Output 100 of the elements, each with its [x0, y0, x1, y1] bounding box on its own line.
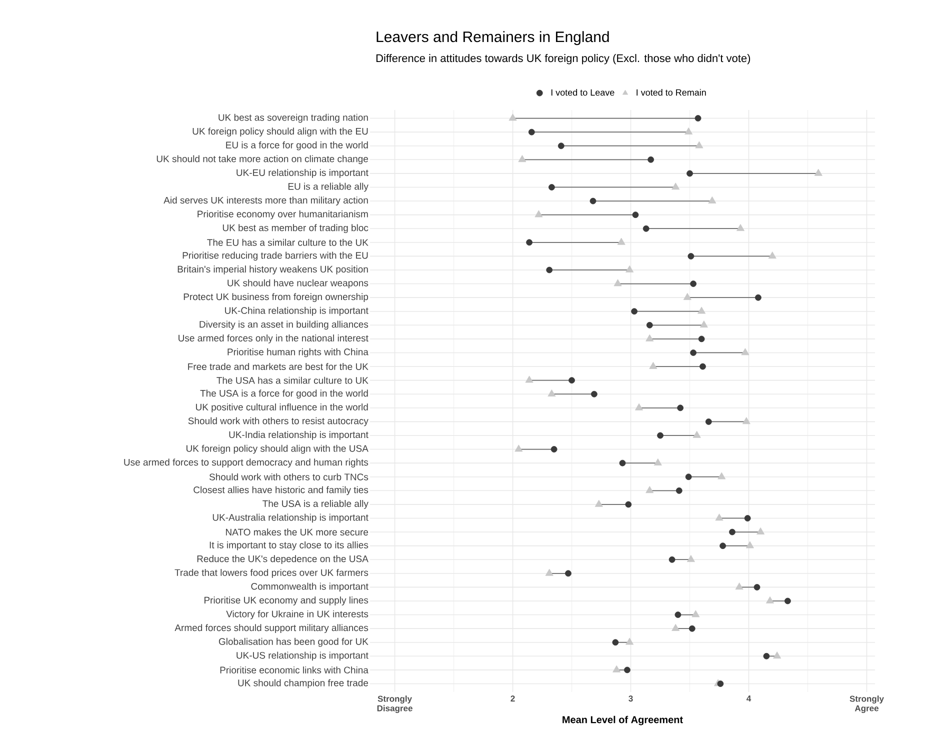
point [686, 555, 695, 562]
y-tick-label: The USA is a force for good in the world [200, 390, 368, 399]
point [550, 446, 558, 452]
x-tick-label: Strongly Disagree [377, 696, 412, 714]
x-tick-label: 2 [510, 696, 515, 702]
point [646, 486, 654, 494]
y-tick-label: UK-EU relationship is important [236, 169, 368, 178]
point [684, 127, 693, 134]
y-tick-label: Should work with others to resist autocracy [188, 417, 368, 426]
x-axis-title: Mean Level of Agreement [562, 716, 683, 726]
y-tick-label: EU is a force for good in the world [226, 141, 368, 150]
point [695, 141, 704, 148]
point [729, 528, 736, 536]
y-tick-label: Prioritise UK economy and supply lines [204, 596, 368, 606]
y-tick-label: UK should have nuclear weapons [228, 279, 368, 288]
point [548, 390, 556, 397]
y-tick-label: Trade that lowers food prices over UK farmers [174, 568, 368, 578]
point [814, 168, 822, 176]
point [692, 430, 701, 438]
y-tick-label: NATO makes the UK more secure [226, 528, 368, 536]
point [612, 639, 619, 646]
y-tick-label: UK-India relationship is important [229, 431, 368, 440]
point [705, 418, 712, 425]
y-tick-label: Aid serves UK interests more than military action [164, 196, 368, 206]
point [565, 570, 572, 577]
y-tick-label: Diversity is an asset in building alliances [200, 320, 368, 330]
point [642, 225, 650, 232]
point [677, 404, 684, 412]
point [668, 556, 676, 563]
point [736, 224, 745, 232]
point [717, 680, 724, 687]
point [690, 350, 696, 356]
y-tick-label: Use armed forces only in the national interest [178, 334, 368, 344]
point [741, 348, 750, 356]
point [526, 239, 532, 246]
point [619, 460, 626, 466]
y-tick-label: Globalisation has been good for UK [218, 638, 368, 647]
point [672, 182, 680, 190]
point [676, 487, 682, 494]
y-tick-label: It is important to stay close to its allies [210, 541, 368, 550]
point [528, 128, 535, 136]
point [635, 403, 644, 410]
x-tick-label: 4 [746, 696, 752, 702]
point [718, 472, 726, 480]
y-tick-label: UK best as sovereign trading nation [218, 114, 368, 123]
point [614, 279, 622, 286]
point [590, 390, 598, 398]
point [546, 266, 553, 274]
y-tick-label: UK best as member of trading bloc [222, 224, 368, 234]
point [766, 596, 774, 604]
point [754, 294, 762, 301]
point [692, 610, 700, 618]
y-tick-label: Should work with others to curb TNCs [209, 473, 368, 480]
point [548, 184, 555, 190]
y-tick-label: The USA has a similar culture to UK [216, 376, 368, 384]
y-tick-label: Commonwealth is important [251, 582, 368, 592]
y-tick-label: Use armed forces to support democracy and human rights [124, 458, 368, 468]
y-tick-label: Britain's imperial history weakens UK position [178, 266, 368, 274]
point [617, 238, 626, 245]
chart-subtitle: Difference in attitudes towards UK foreign policy (Excl. those who didn't vote) [376, 54, 750, 64]
point [690, 280, 696, 287]
y-tick-label: UK foreign policy should align with the USA [186, 444, 368, 454]
y-tick-label: UK-Australia relationship is important [212, 514, 368, 523]
point [518, 155, 526, 162]
y-tick-label: Prioritise economy over humanitarianism [198, 210, 368, 220]
point [626, 638, 634, 645]
point [514, 444, 523, 452]
point [773, 652, 782, 659]
y-tick-label: Free trade and markets are best for the UK [188, 363, 368, 370]
y-tick-label: UK should champion free trade [238, 679, 368, 688]
point [674, 612, 682, 618]
x-tick-label: 3 [628, 696, 633, 702]
point [624, 666, 630, 674]
point [648, 156, 654, 163]
point [700, 363, 706, 370]
x-tick-label: Strongly Agree [850, 696, 884, 714]
point [631, 308, 638, 315]
y-tick-label: UK should not take more action on climate change [156, 155, 368, 164]
point [735, 582, 744, 590]
point [698, 306, 706, 314]
y-tick-label: Prioritise human rights with China [228, 348, 368, 358]
point [657, 432, 664, 439]
point [649, 362, 658, 369]
point [508, 114, 517, 121]
point [708, 196, 716, 204]
point [625, 501, 632, 508]
point [688, 252, 694, 260]
point [654, 458, 662, 466]
point [626, 265, 634, 272]
point [694, 115, 702, 122]
point [686, 170, 693, 177]
y-tick-label: UK-US relationship is important [236, 652, 368, 661]
point [756, 527, 765, 534]
point [646, 334, 654, 342]
point [688, 625, 696, 632]
point [545, 568, 554, 576]
y-tick-label: UK-China relationship is important [225, 306, 368, 316]
point [744, 515, 751, 522]
point [612, 665, 621, 672]
point [746, 541, 754, 548]
